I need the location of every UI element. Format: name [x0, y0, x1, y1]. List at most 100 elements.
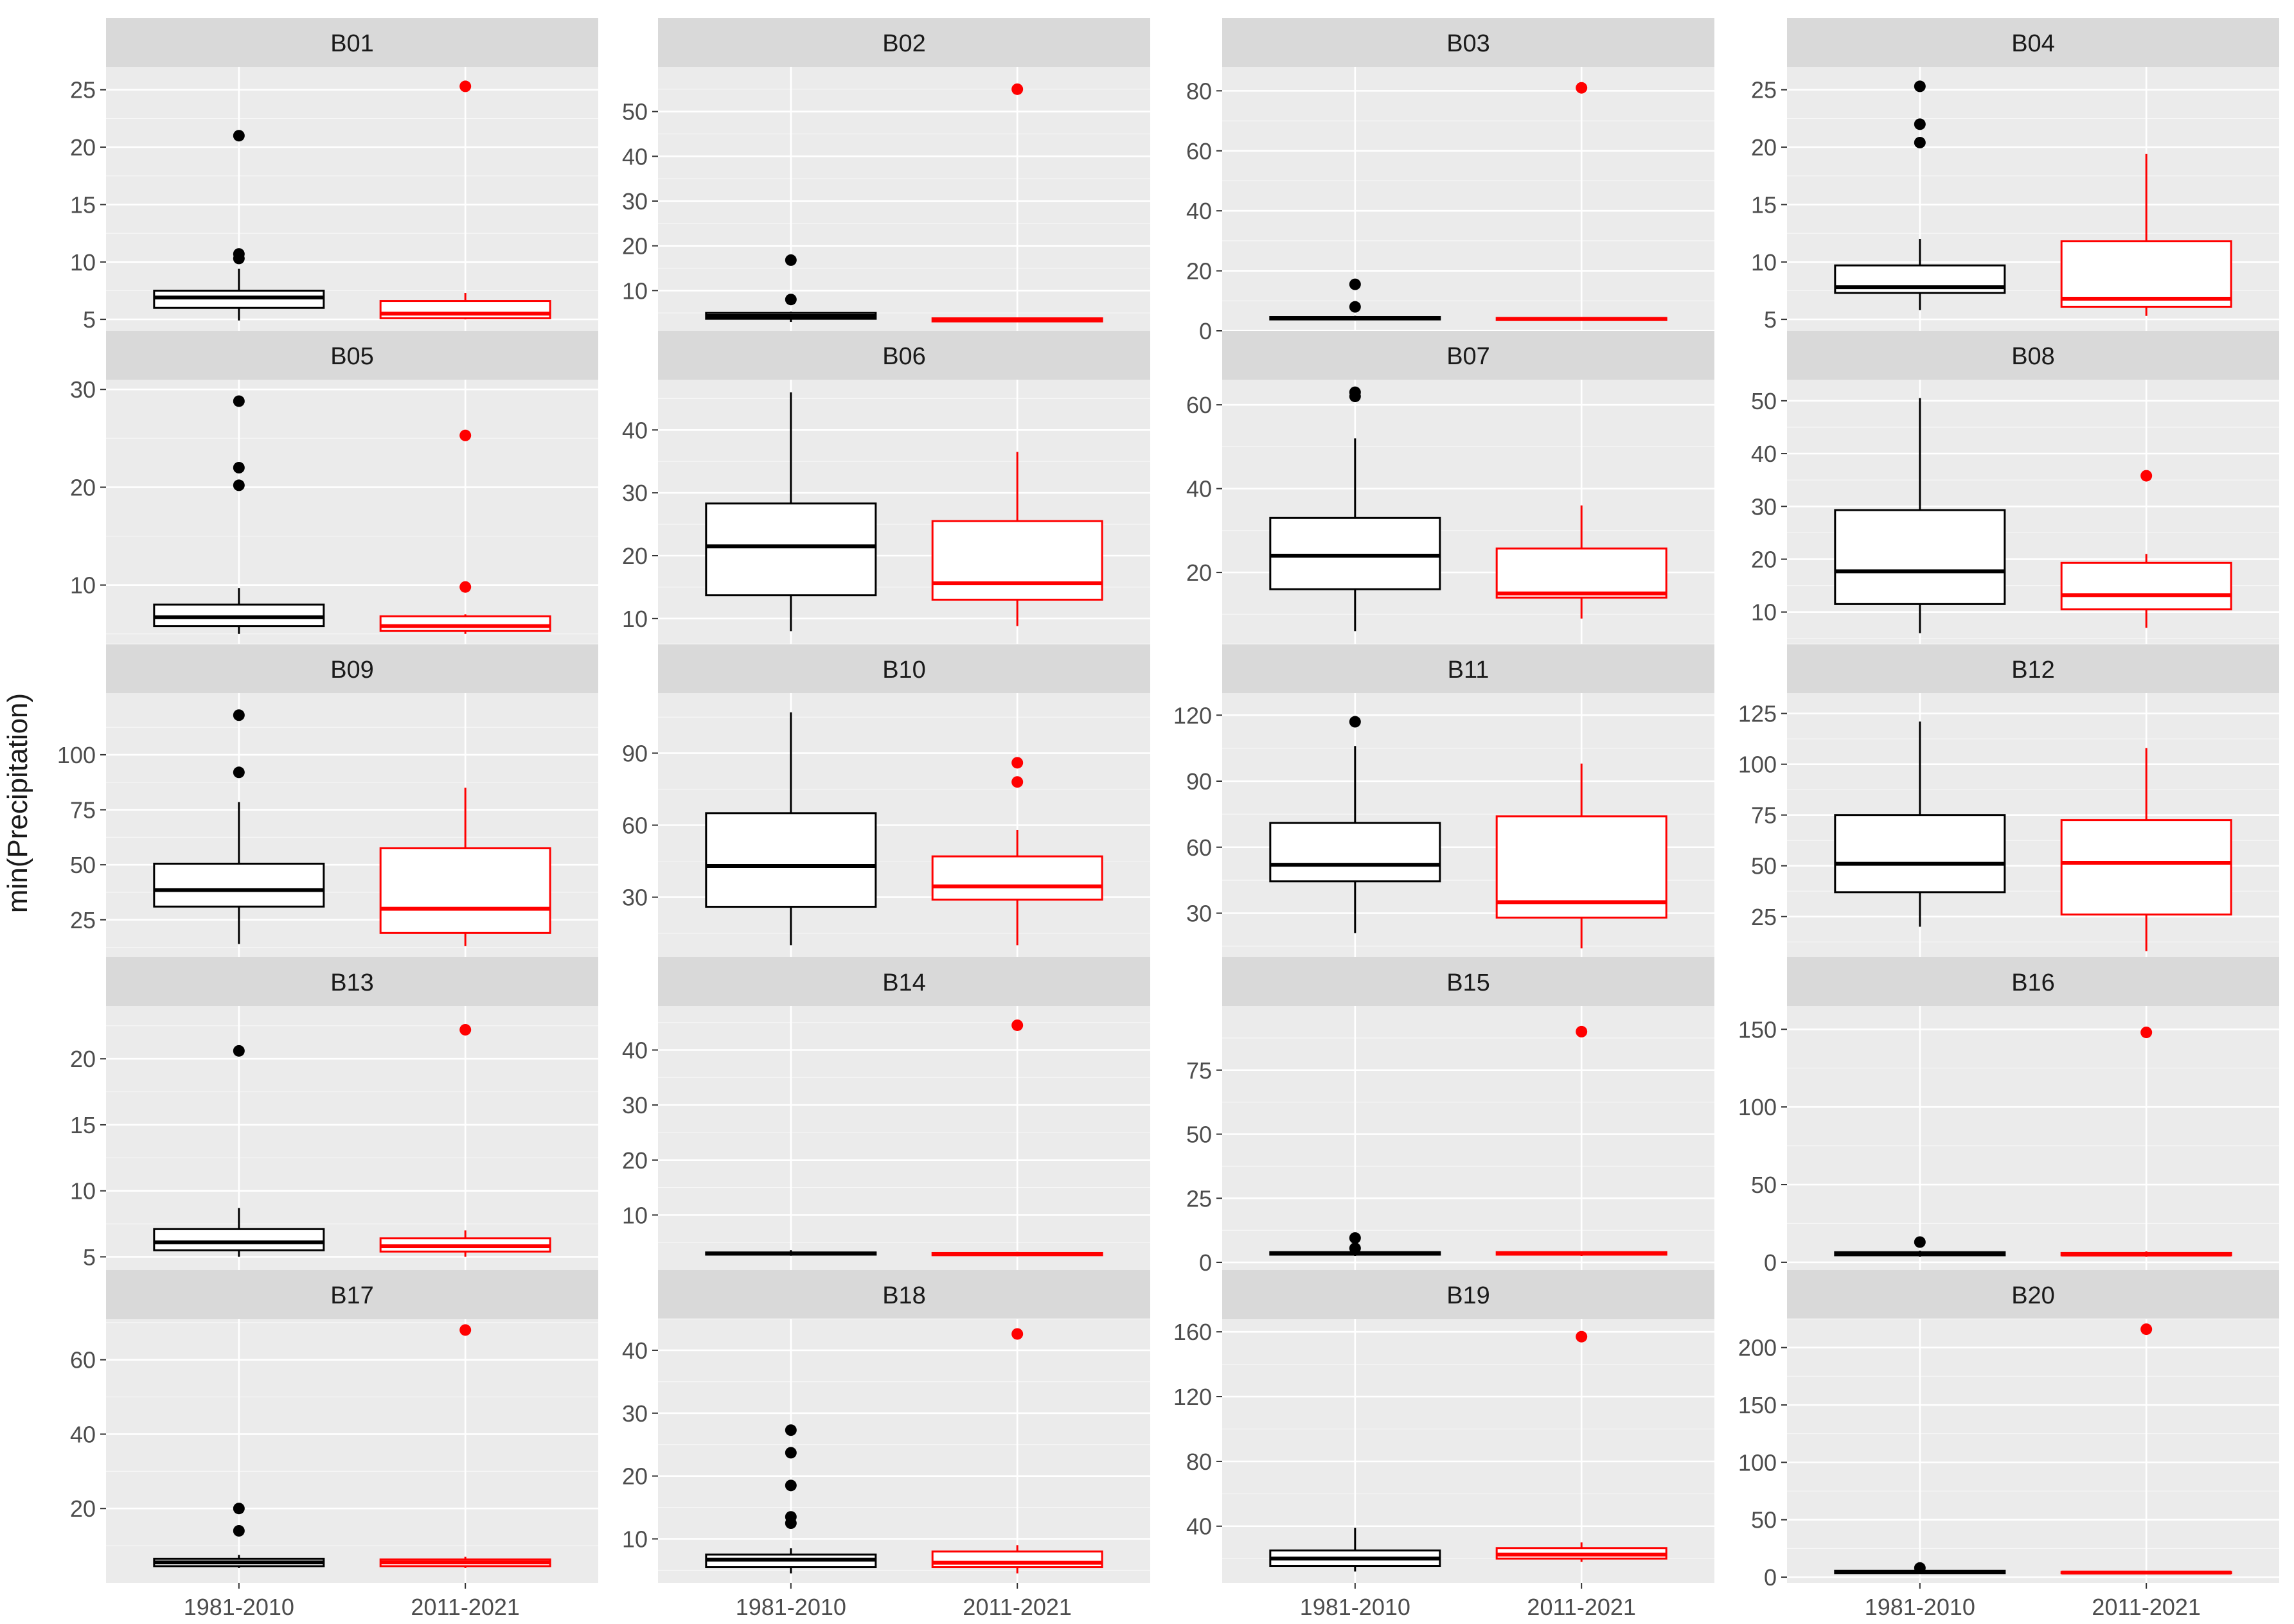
- y-tick-label-b14: 20: [622, 1147, 648, 1174]
- outlier-point-b09-1981-2010: [233, 709, 245, 721]
- x-tick-label-b20: 2011-2021: [2092, 1594, 2201, 1620]
- y-tick-label-b11: 30: [1186, 901, 1212, 927]
- y-tick-label-b02: 20: [622, 233, 648, 260]
- x-tick-label-b18: 1981-2010: [736, 1594, 846, 1620]
- box-b08-2011-2021: [2060, 561, 2232, 611]
- y-tick-label-b17: 60: [70, 1347, 96, 1373]
- y-tick-label-b12: 125: [1738, 701, 1777, 727]
- facet-strip-b17: [106, 1270, 598, 1319]
- box-b12-2011-2021: [2060, 819, 2232, 916]
- outlier-point-b16-2011-2021: [2140, 1027, 2153, 1039]
- facet-b15: B15 0 25 50 75: [1186, 957, 1714, 1276]
- y-tick-label-b09: 25: [70, 907, 96, 933]
- y-tick-label-b04: 25: [1751, 77, 1777, 103]
- outlier-point-b05-1981-2010: [233, 479, 245, 491]
- box-b04-2011-2021: [2060, 240, 2232, 308]
- facet-title-b09: B09: [330, 657, 374, 684]
- x-tick-label-b19: 2011-2021: [1527, 1594, 1636, 1620]
- facet-b08: B08 10 20 30 40 50: [1751, 331, 2279, 644]
- facet-title-b20: B20: [2011, 1282, 2055, 1309]
- y-tick-label-b01: 25: [70, 77, 96, 103]
- outlier-point-b13-1981-2010: [233, 1045, 245, 1057]
- facet-title-b15: B15: [1446, 969, 1490, 996]
- y-tick-label-b10: 60: [622, 813, 648, 839]
- facet-strip-b10: [658, 644, 1150, 693]
- facet-b18: B18 10 20 30 40 1981-2010 2011-2021: [622, 1270, 1150, 1620]
- y-tick-label-b20: 100: [1738, 1449, 1777, 1476]
- y-tick-label-b04: 15: [1751, 191, 1777, 218]
- y-tick-label-b03: 40: [1186, 198, 1212, 224]
- x-tick-label-b17: 1981-2010: [184, 1594, 294, 1620]
- box-b10-1981-2010: [705, 812, 877, 908]
- y-tick-label-b15: 25: [1186, 1185, 1212, 1212]
- y-tick-label-b08: 20: [1751, 546, 1777, 572]
- outlier-point-b17-2011-2021: [459, 1324, 472, 1336]
- y-tick-label-b05: 30: [70, 376, 96, 403]
- outlier-point-b05-2011-2021: [459, 581, 472, 593]
- box-b09-2011-2021: [379, 847, 551, 934]
- facet-title-b06: B06: [882, 343, 926, 370]
- y-tick-label-b19: 40: [1186, 1514, 1212, 1540]
- outlier-point-b18-2011-2021: [1011, 1328, 1024, 1340]
- facet-strip-b06: [658, 331, 1150, 380]
- outlier-point-b18-1981-2010: [785, 1424, 797, 1436]
- outlier-point-b01-1981-2010: [233, 248, 245, 260]
- y-tick-label-b03: 0: [1199, 318, 1212, 344]
- y-tick-label-b07: 20: [1186, 560, 1212, 586]
- facet-b13: B13 5 10 15 20: [70, 957, 598, 1270]
- y-tick-label-b19: 80: [1186, 1449, 1212, 1475]
- outlier-point-b18-1981-2010: [785, 1479, 797, 1492]
- outlier-point-b19-2011-2021: [1576, 1330, 1588, 1343]
- outlier-point-b17-1981-2010: [233, 1503, 245, 1515]
- facet-title-b10: B10: [882, 657, 926, 684]
- y-tick-label-b16: 50: [1751, 1172, 1777, 1198]
- y-tick-label-b19: 120: [1173, 1384, 1212, 1410]
- x-tick-label-b18: 2011-2021: [963, 1594, 1072, 1620]
- box-b09-1981-2010: [153, 862, 325, 908]
- y-tick-label-b09: 100: [57, 742, 96, 768]
- panel-background-b20: [1787, 1319, 2279, 1583]
- outlier-point-b02-1981-2010: [785, 254, 797, 266]
- outlier-point-b03-1981-2010: [1349, 278, 1361, 290]
- facet-title-b03: B03: [1446, 30, 1490, 57]
- y-tick-label-b18: 20: [622, 1463, 648, 1490]
- outlier-point-b10-2011-2021: [1011, 776, 1024, 788]
- y-tick-label-b04: 20: [1751, 134, 1777, 161]
- box-b08-1981-2010: [1834, 509, 2006, 605]
- y-tick-label-b14: 30: [622, 1092, 648, 1118]
- facet-strip-b19: [1222, 1270, 1714, 1319]
- facet-strip-b03: [1222, 18, 1714, 67]
- facet-b03: B03 0 20 40 60 80: [1186, 18, 1714, 344]
- y-tick-label-b04: 10: [1751, 249, 1777, 276]
- y-tick-label-b02: 40: [622, 143, 648, 170]
- facet-b14: B14 10 20 30 40: [622, 957, 1150, 1270]
- y-tick-label-b02: 50: [622, 99, 648, 125]
- y-tick-label-b03: 20: [1186, 258, 1212, 285]
- facet-title-b05: B05: [330, 343, 374, 370]
- y-tick-label-b17: 20: [70, 1496, 96, 1522]
- box-b05-1981-2010: [153, 603, 325, 628]
- facet-title-b12: B12: [2011, 657, 2055, 684]
- y-tick-label-b13: 5: [83, 1244, 96, 1270]
- box-b10-2011-2021: [931, 855, 1103, 901]
- panel-background-b01: [106, 67, 598, 331]
- x-tick-label-b17: 2011-2021: [411, 1594, 520, 1620]
- facet-title-b02: B02: [882, 30, 926, 57]
- facet-strip-b08: [1787, 331, 2279, 380]
- y-tick-label-b06: 20: [622, 543, 648, 569]
- facet-strip-b12: [1787, 644, 2279, 693]
- facet-strip-b07: [1222, 331, 1714, 380]
- y-tick-label-b08: 30: [1751, 493, 1777, 520]
- outlier-point-b18-1981-2010: [785, 1447, 797, 1459]
- y-tick-label-b10: 90: [622, 740, 648, 766]
- y-tick-label-b07: 60: [1186, 392, 1212, 418]
- facet-strip-b13: [106, 957, 598, 1006]
- y-tick-label-b06: 30: [622, 480, 648, 506]
- y-tick-label-b13: 10: [70, 1178, 96, 1205]
- panel-background-b05: [106, 380, 598, 644]
- outlier-point-b02-1981-2010: [785, 294, 797, 306]
- box-b07-1981-2010: [1269, 516, 1441, 590]
- outlier-point-b15-1981-2010: [1349, 1242, 1361, 1255]
- panel-background-b15: [1222, 1006, 1714, 1270]
